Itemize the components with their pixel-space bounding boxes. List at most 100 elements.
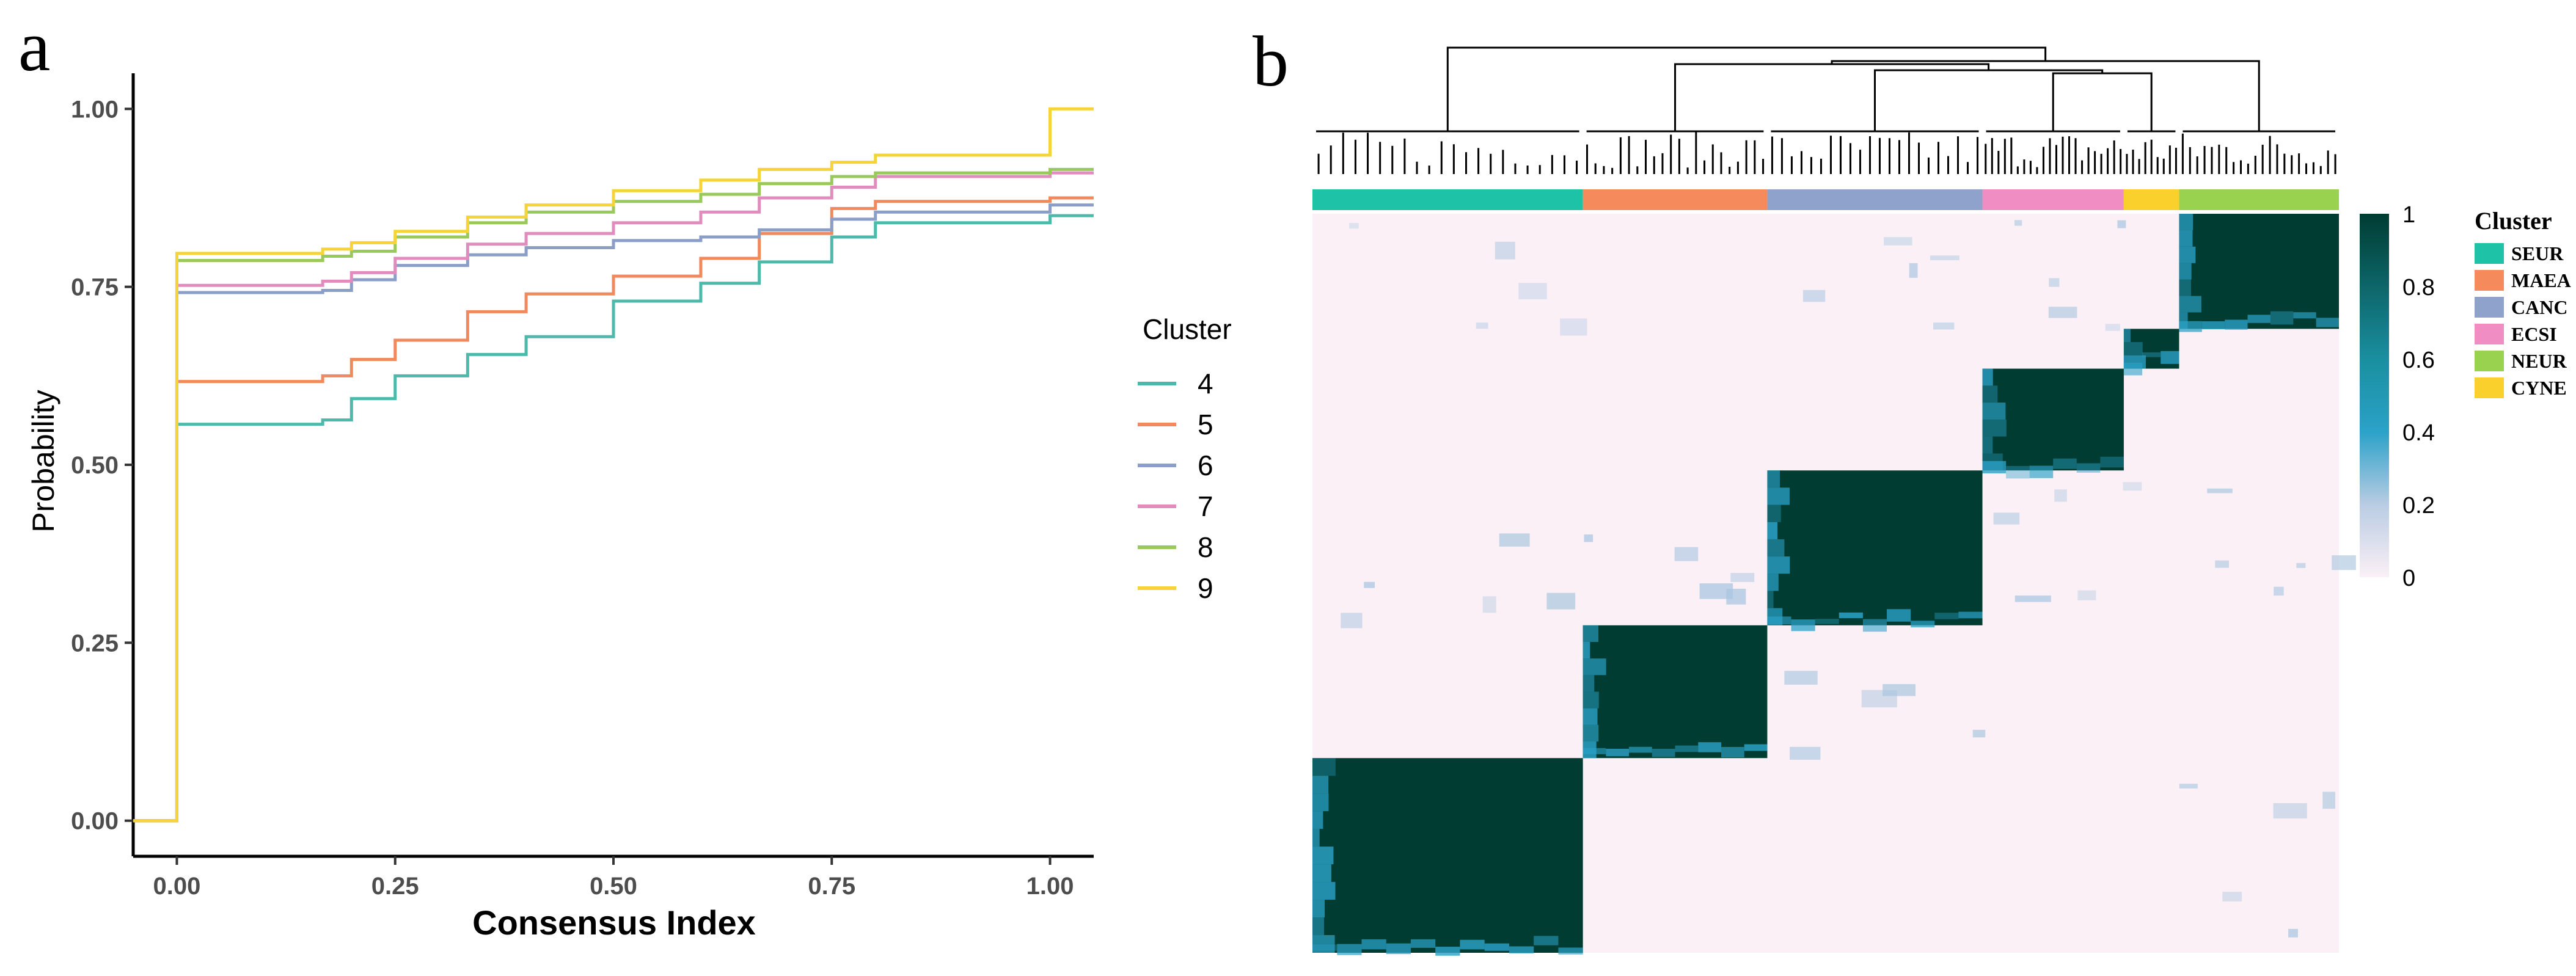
block-texture — [1386, 943, 1411, 955]
color-scale-tick: 0.4 — [2402, 420, 2435, 446]
block-texture — [1583, 741, 1597, 759]
cluster-legend-label-NEUR: NEUR — [2511, 350, 2567, 372]
off-diagonal-speck — [1802, 290, 1826, 302]
block-texture — [1767, 608, 1783, 625]
off-diagonal-speck — [1476, 322, 1488, 329]
panel-a-label: a — [18, 6, 50, 86]
consensus-heatmap: 1 0.8 0.6 0.4 0.2 0 Cluster SEUR MAEA CANC ECSI N… — [1312, 46, 2571, 956]
off-diagonal-speck — [1482, 596, 1496, 613]
block-texture — [1911, 621, 1935, 628]
cdf-plot: 0.00 0.25 0.50 0.75 1.00 0.00 0.25 0.50 0.75 1.00… — [26, 73, 1232, 942]
cluster-legend: Cluster SEUR MAEA CANC ECSI NEUR CYNE — [2475, 207, 2571, 399]
off-diagonal-speck — [2222, 892, 2242, 901]
block-texture — [1767, 556, 1790, 574]
series-line-6 — [133, 203, 1094, 823]
annotation-SEUR — [1312, 189, 1583, 210]
legend-label-7: 7 — [1198, 490, 1213, 522]
block-texture — [2053, 458, 2077, 469]
block-texture — [1982, 453, 2003, 471]
block-texture — [2247, 315, 2270, 323]
block-texture — [1982, 419, 2007, 437]
block-texture — [2142, 352, 2161, 357]
block-texture — [1312, 811, 1323, 829]
legend-label-5: 5 — [1198, 409, 1213, 440]
block-texture — [1312, 758, 1336, 776]
x-tick-label: 1.00 — [1026, 873, 1074, 900]
legend-label-4: 4 — [1198, 368, 1213, 399]
block-texture — [1583, 708, 1598, 725]
off-diagonal-speck — [1584, 534, 1594, 542]
block-texture — [1767, 591, 1774, 608]
series-line-4 — [133, 214, 1094, 823]
annotation-MAEA — [1583, 189, 1768, 210]
block-texture — [1767, 522, 1778, 539]
off-diagonal-speck — [2123, 482, 2142, 491]
off-diagonal-speck — [1784, 671, 1818, 685]
color-scale-bar — [2360, 214, 2389, 577]
legend-title: Cluster — [1143, 313, 1232, 345]
dendro-branch — [1873, 69, 2104, 131]
block-texture — [1484, 943, 1509, 951]
cluster-legend-title: Cluster — [2475, 207, 2552, 235]
cluster-annotation-bar — [1312, 189, 2339, 210]
off-diagonal-speck — [2049, 278, 2060, 287]
panel-b-label: b — [1253, 21, 1289, 101]
cluster-legend-label-CYNE: CYNE — [2511, 377, 2567, 399]
block-texture — [2123, 355, 2146, 369]
cluster-legend-label-MAEA: MAEA — [2511, 269, 2571, 291]
block-texture — [1887, 609, 1911, 622]
block-texture — [1982, 368, 1993, 386]
cluster-legend-label-SEUR: SEUR — [2511, 242, 2564, 264]
annotation-NEUR — [2179, 189, 2339, 210]
cluster-legend-label-ECSI: ECSI — [2511, 323, 2557, 345]
block-texture — [1583, 724, 1599, 742]
cdf-ticks: 0.00 0.25 0.50 0.75 1.00 0.00 0.25 0.50 0.75 1.00 — [71, 96, 1074, 900]
block-MAEA — [1583, 625, 1768, 759]
y-tick-label: 0.00 — [71, 808, 119, 835]
block-texture — [1958, 611, 1983, 619]
block-texture — [1312, 882, 1336, 900]
series-line-9 — [133, 107, 1094, 823]
block-texture — [1312, 917, 1324, 936]
off-diagonal-speck — [2207, 488, 2233, 493]
series-line-7 — [133, 171, 1094, 823]
series-line-8 — [133, 167, 1094, 823]
off-diagonal-speck — [2014, 595, 2051, 602]
color-scale-tick: 0.2 — [2402, 493, 2435, 519]
block-texture — [1791, 619, 1815, 632]
off-diagonal-speck — [1349, 223, 1359, 229]
x-tick-label: 0.00 — [153, 873, 201, 900]
annotation-CANC — [1767, 189, 1983, 210]
legend-label-8: 8 — [1198, 531, 1213, 563]
color-scale-tick: 0.8 — [2402, 275, 2435, 300]
off-diagonal-speck — [2117, 220, 2126, 228]
block-texture — [1862, 619, 1887, 632]
annotation-ECSI — [1982, 189, 2124, 210]
block-texture — [2179, 246, 2196, 263]
off-diagonal-speck — [1790, 746, 1821, 760]
off-diagonal-speck — [2332, 555, 2356, 570]
cluster-legend-swatch-CYNE — [2475, 377, 2504, 398]
off-diagonal-speck — [1699, 583, 1733, 599]
block-texture — [1982, 402, 2006, 420]
off-diagonal-speck — [2179, 784, 2198, 788]
block-texture — [1767, 539, 1785, 557]
dendro-branch — [1831, 60, 2260, 131]
y-tick-label: 0.25 — [71, 630, 119, 657]
x-axis-label: Consensus Index — [472, 903, 756, 942]
block-texture — [1606, 749, 1630, 757]
block-texture — [1815, 619, 1839, 624]
off-diagonal-speck — [2105, 324, 2120, 331]
block-texture — [1767, 504, 1781, 522]
cdf-lines — [133, 107, 1094, 823]
y-axis-label: Probability — [26, 390, 60, 532]
block-texture — [2179, 296, 2201, 313]
off-diagonal-speck — [2077, 590, 2096, 600]
block-texture — [1312, 935, 1335, 953]
y-tick-label: 0.50 — [71, 452, 119, 479]
block-texture — [1312, 776, 1329, 794]
block-texture — [1312, 847, 1334, 865]
off-diagonal-speck — [1364, 581, 1375, 588]
block-texture — [2201, 321, 2225, 330]
off-diagonal-speck — [1560, 318, 1587, 336]
